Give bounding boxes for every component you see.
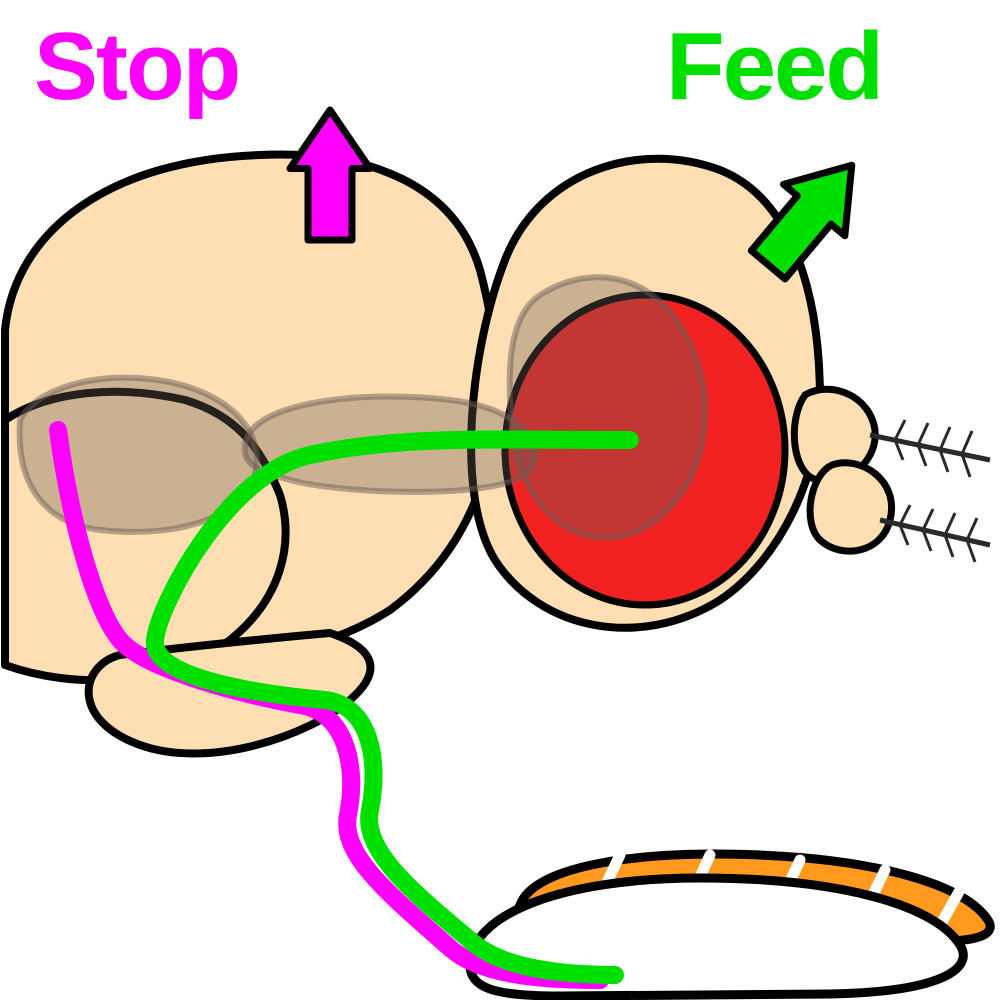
arista-barb <box>945 513 955 535</box>
antenna-seg-1 <box>810 463 891 551</box>
feed-label: Feed <box>666 12 882 122</box>
arista-barb <box>967 518 977 540</box>
diagram-canvas <box>0 0 1000 1000</box>
arista-barb <box>918 423 928 445</box>
arista-barb <box>900 505 910 525</box>
arista-barb <box>962 431 972 454</box>
arista-barb <box>940 427 950 450</box>
arista-shaft <box>870 435 990 460</box>
arista-barb <box>895 420 905 440</box>
arista-barb <box>923 509 933 530</box>
stop-label: Stop <box>34 12 239 122</box>
brain-lobe-2 <box>510 277 706 538</box>
